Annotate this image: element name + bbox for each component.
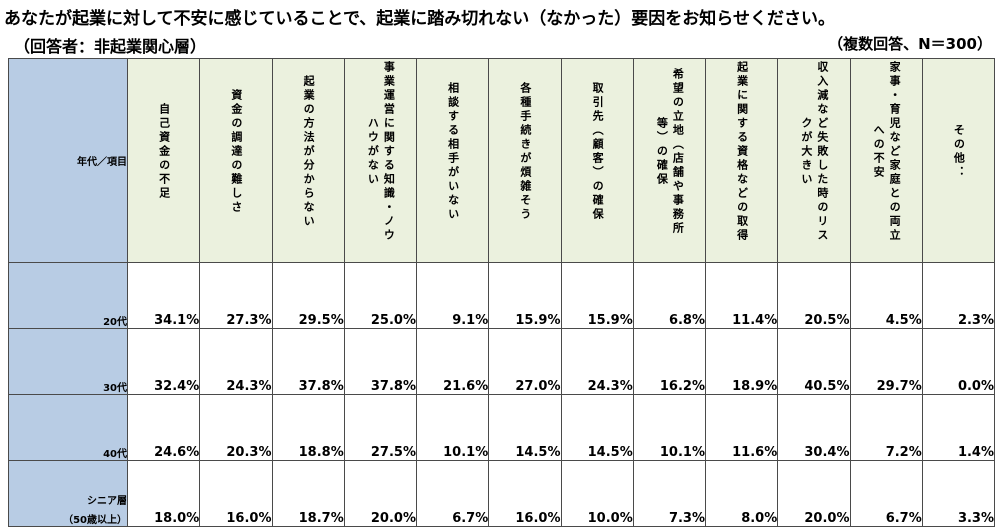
row-label: シニア層 （50歳以上） [8, 460, 128, 527]
value-cell: 24.3% [560, 328, 634, 395]
value-cell: 25.0% [343, 262, 418, 329]
row-label-text: シニア層 [87, 496, 127, 507]
value-cell: 2.3% [921, 262, 996, 329]
column-header-label: 収入減など失敗した時のリスクが大きい [799, 61, 829, 243]
value-cell: 1.4% [921, 394, 996, 461]
value-cell: 14.5% [488, 394, 562, 461]
value-cell: 10.0% [560, 460, 634, 527]
value-cell: 27.5% [343, 394, 418, 461]
column-header-label: その他： [952, 124, 966, 180]
value-cell: 32.4% [126, 328, 201, 395]
value-cell: 6.7% [415, 460, 490, 527]
value-cell: 21.6% [415, 328, 490, 395]
value-cell: 11.4% [704, 262, 779, 329]
respondent-note: （回答者：非起業関心層） [14, 37, 207, 56]
value-cell: 3.3% [921, 460, 996, 527]
row-label-text: 30代 [103, 383, 127, 394]
results-table: 年代／項目 自己資金の不足 資金の調達の難しさ 起業の方法が分からない 事業運営… [8, 58, 996, 527]
column-header: 起業の方法が分からない [271, 58, 345, 263]
value-cell: 27.0% [488, 328, 562, 395]
value-cell: 30.4% [777, 394, 851, 461]
value-cell: 6.7% [849, 460, 923, 527]
column-header-label: 起業の方法が分からない [302, 75, 316, 229]
column-header-label: 自己資金の不足 [157, 103, 171, 201]
value-cell: 10.1% [632, 394, 707, 461]
column-header-label: 取引先（顧客）の確保 [591, 82, 605, 222]
value-cell: 20.0% [777, 460, 851, 527]
column-header: 資金の調達の難しさ [199, 58, 273, 263]
row-label-text: 40代 [103, 449, 127, 460]
sample-note: （複数回答、N＝300） [828, 35, 992, 53]
value-cell: 34.1% [126, 262, 201, 329]
column-header: 自己資金の不足 [126, 58, 201, 263]
column-header-label: 各種手続きが煩雑そう [518, 82, 532, 222]
column-header-label: 希望の立地（店舗や事務所等）の確保 [655, 68, 685, 236]
value-cell: 20.3% [199, 394, 273, 461]
row-label-text: 20代 [103, 317, 127, 328]
value-cell: 14.5% [560, 394, 634, 461]
value-cell: 24.3% [199, 328, 273, 395]
header-row: 年代／項目 自己資金の不足 資金の調達の難しさ 起業の方法が分からない 事業運営… [8, 58, 996, 263]
column-header: 各種手続きが煩雑そう [488, 58, 562, 263]
value-cell: 16.0% [199, 460, 273, 527]
value-cell: 15.9% [488, 262, 562, 329]
column-header: 起業に関する資格などの取得 [704, 58, 779, 263]
column-header-label: 資金の調達の難しさ [229, 89, 243, 215]
row-label: 40代 [8, 394, 128, 461]
value-cell: 10.1% [415, 394, 490, 461]
value-cell: 20.0% [343, 460, 418, 527]
value-cell: 4.5% [849, 262, 923, 329]
column-header-label: 家事・育児など家庭との両立への不安 [872, 61, 902, 243]
value-cell: 37.8% [343, 328, 418, 395]
row-header-label: 年代／項目 [8, 58, 128, 263]
value-cell: 6.8% [632, 262, 707, 329]
row-label: 30代 [8, 328, 128, 395]
column-header: 家事・育児など家庭との両立への不安 [849, 58, 923, 263]
table-row: 40代 24.6% 20.3% 18.8% 27.5% 10.1% 14.5% 14.5% 10… [8, 394, 996, 461]
table-row: 30代 32.4% 24.3% 37.8% 37.8% 21.6% 27.0% 24.3% 16… [8, 328, 996, 395]
column-header: 事業運営に関する知識・ノウハウがない [343, 58, 418, 263]
value-cell: 0.0% [921, 328, 996, 395]
value-cell: 20.5% [777, 262, 851, 329]
column-header: 相談する相手がいない [415, 58, 490, 263]
column-header: 取引先（顧客）の確保 [560, 58, 634, 263]
value-cell: 16.0% [488, 460, 562, 527]
value-cell: 8.0% [704, 460, 779, 527]
value-cell: 18.0% [126, 460, 201, 527]
value-cell: 24.6% [126, 394, 201, 461]
value-cell: 15.9% [560, 262, 634, 329]
value-cell: 29.5% [271, 262, 345, 329]
value-cell: 27.3% [199, 262, 273, 329]
column-header: 希望の立地（店舗や事務所等）の確保 [632, 58, 707, 263]
row-label-subtext: （50歳以上） [63, 515, 127, 526]
table-row: 20代 34.1% 27.3% 29.5% 25.0% 9.1% 15.9% 15.9% 6.8… [8, 262, 996, 329]
value-cell: 18.9% [704, 328, 779, 395]
column-header-label: 相談する相手がいない [446, 82, 460, 222]
page-title: あなたが起業に対して不安に感じていることで、起業に踏み切れない（なかった）要因を… [4, 9, 835, 29]
value-cell: 9.1% [415, 262, 490, 329]
value-cell: 11.6% [704, 394, 779, 461]
table-row: シニア層 （50歳以上） 18.0% 16.0% 18.7% 20.0% 6.7% 16.0%… [8, 460, 996, 527]
column-header: その他： [921, 58, 996, 263]
value-cell: 18.7% [271, 460, 345, 527]
value-cell: 40.5% [777, 328, 851, 395]
value-cell: 18.8% [271, 394, 345, 461]
column-header-label: 起業に関する資格などの取得 [735, 61, 749, 243]
value-cell: 16.2% [632, 328, 707, 395]
value-cell: 7.3% [632, 460, 707, 527]
value-cell: 7.2% [849, 394, 923, 461]
value-cell: 29.7% [849, 328, 923, 395]
value-cell: 37.8% [271, 328, 345, 395]
column-header-label: 事業運営に関する知識・ノウハウがない [366, 61, 396, 243]
row-label: 20代 [8, 262, 128, 329]
column-header: 収入減など失敗した時のリスクが大きい [777, 58, 851, 263]
